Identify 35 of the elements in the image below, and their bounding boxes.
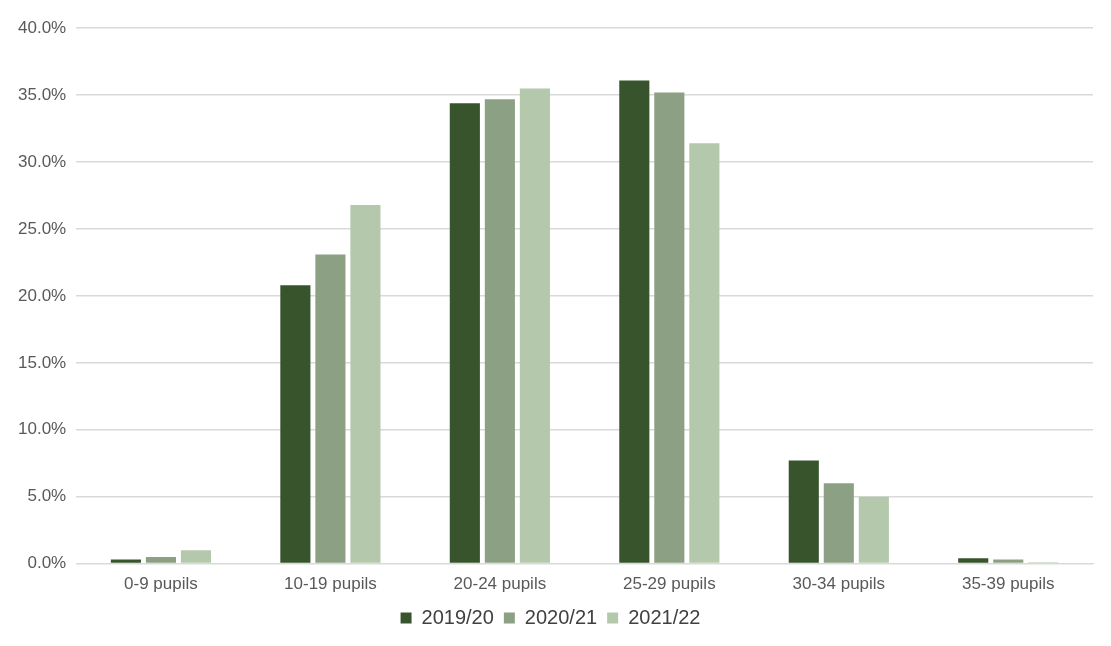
bar (519, 88, 550, 563)
bar (788, 460, 819, 563)
legend-label: 2021/22 (628, 605, 701, 628)
bar (350, 204, 381, 563)
y-tick-label: 20.0% (18, 285, 67, 305)
bar (145, 556, 176, 563)
bar (280, 285, 311, 563)
x-tick-label: 25-29 pupils (623, 574, 716, 594)
bar (619, 80, 650, 563)
x-tick-label: 20-24 pupils (453, 574, 547, 594)
legend-label: 2020/21 (524, 605, 598, 628)
y-tick-label: 35.0% (18, 84, 67, 104)
y-tick-label: 40.0% (18, 17, 67, 37)
y-tick-label: 5.0% (27, 486, 67, 506)
bar (110, 559, 141, 563)
bar (654, 92, 685, 563)
bar (689, 143, 720, 563)
x-tick-label: 0-9 pupils (124, 574, 198, 594)
bar (315, 254, 346, 563)
x-tick-label: 10-19 pupils (284, 574, 377, 594)
bar (449, 103, 480, 563)
y-tick-label: 30.0% (18, 151, 67, 171)
bar (484, 99, 515, 563)
bar (823, 483, 854, 563)
x-tick-label: 35-39 pupils (961, 574, 1055, 594)
x-tick-label: 30-34 pupils (792, 574, 886, 594)
bar (958, 558, 989, 563)
y-tick-label: 25.0% (18, 218, 67, 238)
y-tick-label: 15.0% (18, 352, 67, 372)
y-tick-label: 0.0% (27, 553, 67, 573)
bar (858, 496, 889, 563)
bar (180, 550, 212, 563)
y-tick-label: 10.0% (18, 419, 67, 439)
bar (993, 559, 1024, 563)
legend-label: 2019/20 (421, 605, 494, 628)
